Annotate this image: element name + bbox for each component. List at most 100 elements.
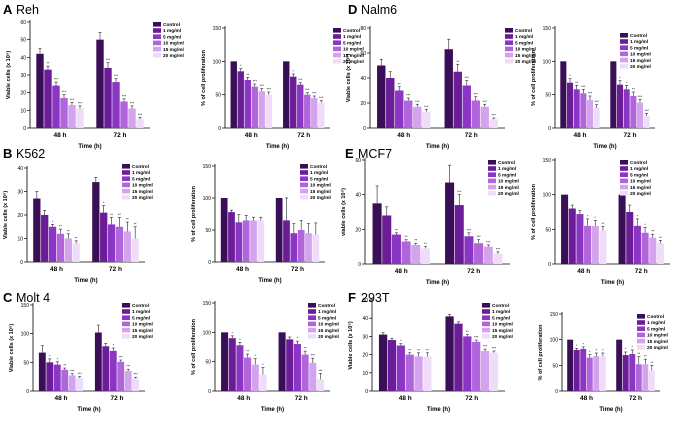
panel-a-viable-significance-label: *** — [106, 58, 111, 62]
panel-b-viable-bar — [64, 238, 72, 262]
panel-b-viable-legend-label: 5 mg/ml — [132, 176, 150, 182]
panel-e-proliferation-bar — [591, 225, 599, 264]
panel-d-viable-legend-swatch — [505, 40, 513, 45]
panel-f-proliferation-significance-label: * — [576, 344, 578, 348]
panel-c-proliferation-significance-label: * — [297, 337, 299, 341]
panel-a-proliferation-legend-label: 15 mg/ml — [343, 53, 364, 59]
panel-d-viable-legend-swatch — [505, 59, 513, 64]
panel-b-viable-legend-label: 20 mg/ml — [132, 195, 153, 201]
panel-f-proliferation-legend-label: 1 mg/ml — [647, 320, 665, 326]
panel-f-proliferation-legend-label: 10 mg/ml — [647, 333, 668, 339]
panel-e-viable-bar — [420, 248, 430, 264]
panel-c-viable-legend-swatch — [122, 315, 130, 320]
panel-c-viable-bar — [132, 378, 140, 391]
panel-a-proliferation-legend-label: 20 mg/ml — [343, 59, 364, 65]
panel-e-viable-significance-label: ** — [395, 228, 398, 232]
panel-f-proliferation-significance-label: ** — [637, 352, 640, 356]
panel-b-viable-legend-swatch — [122, 188, 130, 194]
panel-b-viable-bar — [48, 226, 57, 262]
panel-c-viable-significance-label: *** — [119, 356, 124, 360]
panel-d-proliferation-y-tick-label: 150 — [543, 26, 552, 32]
panel-a-viable-y-tick-label: 0 — [23, 126, 26, 132]
panel-f-viable-y-tick-label: 50 — [362, 298, 368, 304]
panel-d-viable-significance-label: *** — [406, 94, 411, 98]
panel-c-proliferation-x-label: Time (h) — [261, 407, 284, 413]
panel-d-viable-significance-label: *** — [483, 100, 488, 104]
panel-f-viable-legend-swatch — [482, 309, 490, 314]
panel-a-viable-significance-label: ** — [47, 62, 50, 66]
panel-f-viable-legend-label: 5 mg/ml — [492, 315, 510, 321]
panel-f-proliferation-legend-swatch — [637, 326, 645, 331]
panel-f-proliferation-legend-swatch — [637, 345, 645, 350]
panel-f-viable-y-tick-label: 40 — [362, 316, 368, 322]
panel-c-proliferation-bar — [278, 332, 286, 391]
panel-c-viable-legend-swatch — [122, 303, 130, 308]
panel-f-viable-significance-label: *** — [483, 345, 488, 349]
panel-b-viable-significance-label: ** — [134, 222, 137, 226]
panel-f-viable-legend-swatch — [482, 334, 490, 339]
panel-c-proliferation-significance-label: *** — [311, 354, 316, 358]
panel-d-proliferation-y-tick-label: 50 — [545, 93, 551, 99]
panel-a-viable-significance-label: *** — [138, 113, 143, 117]
panel-d-proliferation-bar — [610, 61, 617, 129]
panel-e-viable-y-label: viable cells (x 10⁵) — [341, 188, 347, 236]
panel-e-viable-bar — [391, 234, 401, 264]
panel-f-viable-legend-label: 1 mg/ml — [492, 309, 510, 315]
panel-c-viable-significance-label: *** — [78, 372, 83, 376]
panel-e-viable-bar — [401, 241, 411, 264]
panel-a-proliferation-bar — [290, 76, 297, 128]
panel-c-viable-bar — [68, 375, 76, 391]
panel-b-proliferation-legend-swatch — [300, 195, 308, 200]
panel-d-proliferation-legend-label: 10 mg/ml — [630, 52, 651, 58]
panel-b-viable-legend-label: Control — [132, 164, 149, 170]
panel-d-proliferation-bar — [566, 82, 574, 128]
panel-b-proliferation-legend-swatch — [300, 164, 308, 169]
panel-c-viable-significance-label: ** — [63, 364, 66, 368]
panel-f-viable-bar — [405, 354, 414, 391]
panel-b-proliferation-bar — [257, 220, 265, 262]
panel-a-viable-bar — [52, 85, 60, 128]
panel-a-proliferation-bar — [251, 86, 258, 128]
panel-b-viable-y-tick-label: 10 — [17, 237, 23, 243]
panel-b-viable-x-tick-label: 72 h — [109, 266, 122, 273]
panel-d-viable-bar — [422, 111, 431, 128]
panel-f-proliferation-y-tick-label: 100 — [550, 338, 559, 344]
panel-f-viable-significance-label: *** — [492, 346, 497, 350]
panel-f-proliferation-legend-label: 15 mg/ml — [647, 339, 668, 345]
panel-c-viable-significance-label: * — [57, 357, 59, 361]
panel-a-viable-x-tick-label: 48 h — [53, 132, 66, 139]
panel-e-proliferation-bar — [576, 214, 584, 264]
panel-d-proliferation-significance-label: *** — [581, 85, 586, 89]
panel-f-proliferation-bar — [629, 354, 636, 391]
panel-c-viable-legend-swatch — [122, 309, 130, 314]
panel-c-viable-bar — [61, 369, 69, 391]
panel-c-proliferation-significance-label: *** — [318, 369, 323, 373]
panel-b-proliferation-y-tick-label: 0 — [208, 260, 211, 266]
panel-a-proliferation-bar — [265, 94, 272, 128]
panel-e-proliferation-legend-swatch — [620, 160, 628, 165]
panel-e-viable-significance-label: ** — [424, 242, 427, 246]
panel-c-viable-bar — [102, 346, 110, 391]
panel-a-proliferation-y-tick-label: 50 — [215, 93, 221, 99]
panel-d-viable-bar — [471, 100, 480, 128]
panel-d-viable-y-tick-label: 60 — [360, 51, 366, 57]
panel-d-viable-legend-swatch — [505, 28, 513, 33]
panel-f-viable-bar — [445, 316, 454, 391]
panel-f-viable-x-label: Time (h) — [427, 407, 450, 413]
panel-c-proliferation-legend-label: 15 mg/ml — [318, 328, 339, 334]
panel-f-proliferation-significance-label: ** — [644, 355, 647, 359]
panel-d-viable-bar — [395, 90, 404, 128]
panel-f-proliferation-legend-swatch — [637, 314, 645, 319]
panel-c-proliferation-x-tick-label: 72 h — [295, 395, 308, 402]
panel-d-proliferation-bar — [573, 89, 580, 128]
panel-c-viable-significance-label: * — [113, 344, 115, 348]
panel-c-proliferation-bar — [259, 374, 267, 391]
panel-c-proliferation-legend-label: 10 mg/ml — [318, 322, 339, 328]
panel-a-viable-x-label: Time (h) — [78, 144, 101, 150]
panel-b-proliferation-bar — [228, 212, 235, 262]
panel-a-viable-legend-swatch — [153, 40, 161, 46]
panel-e-proliferation-y-tick-label: 0 — [548, 262, 551, 268]
panel-f-proliferation-significance-label: * — [632, 345, 634, 349]
panel-b-viable-legend-label: 15 mg/ml — [132, 189, 153, 195]
panel-a-viable-x-tick-label: 72 h — [113, 132, 126, 139]
